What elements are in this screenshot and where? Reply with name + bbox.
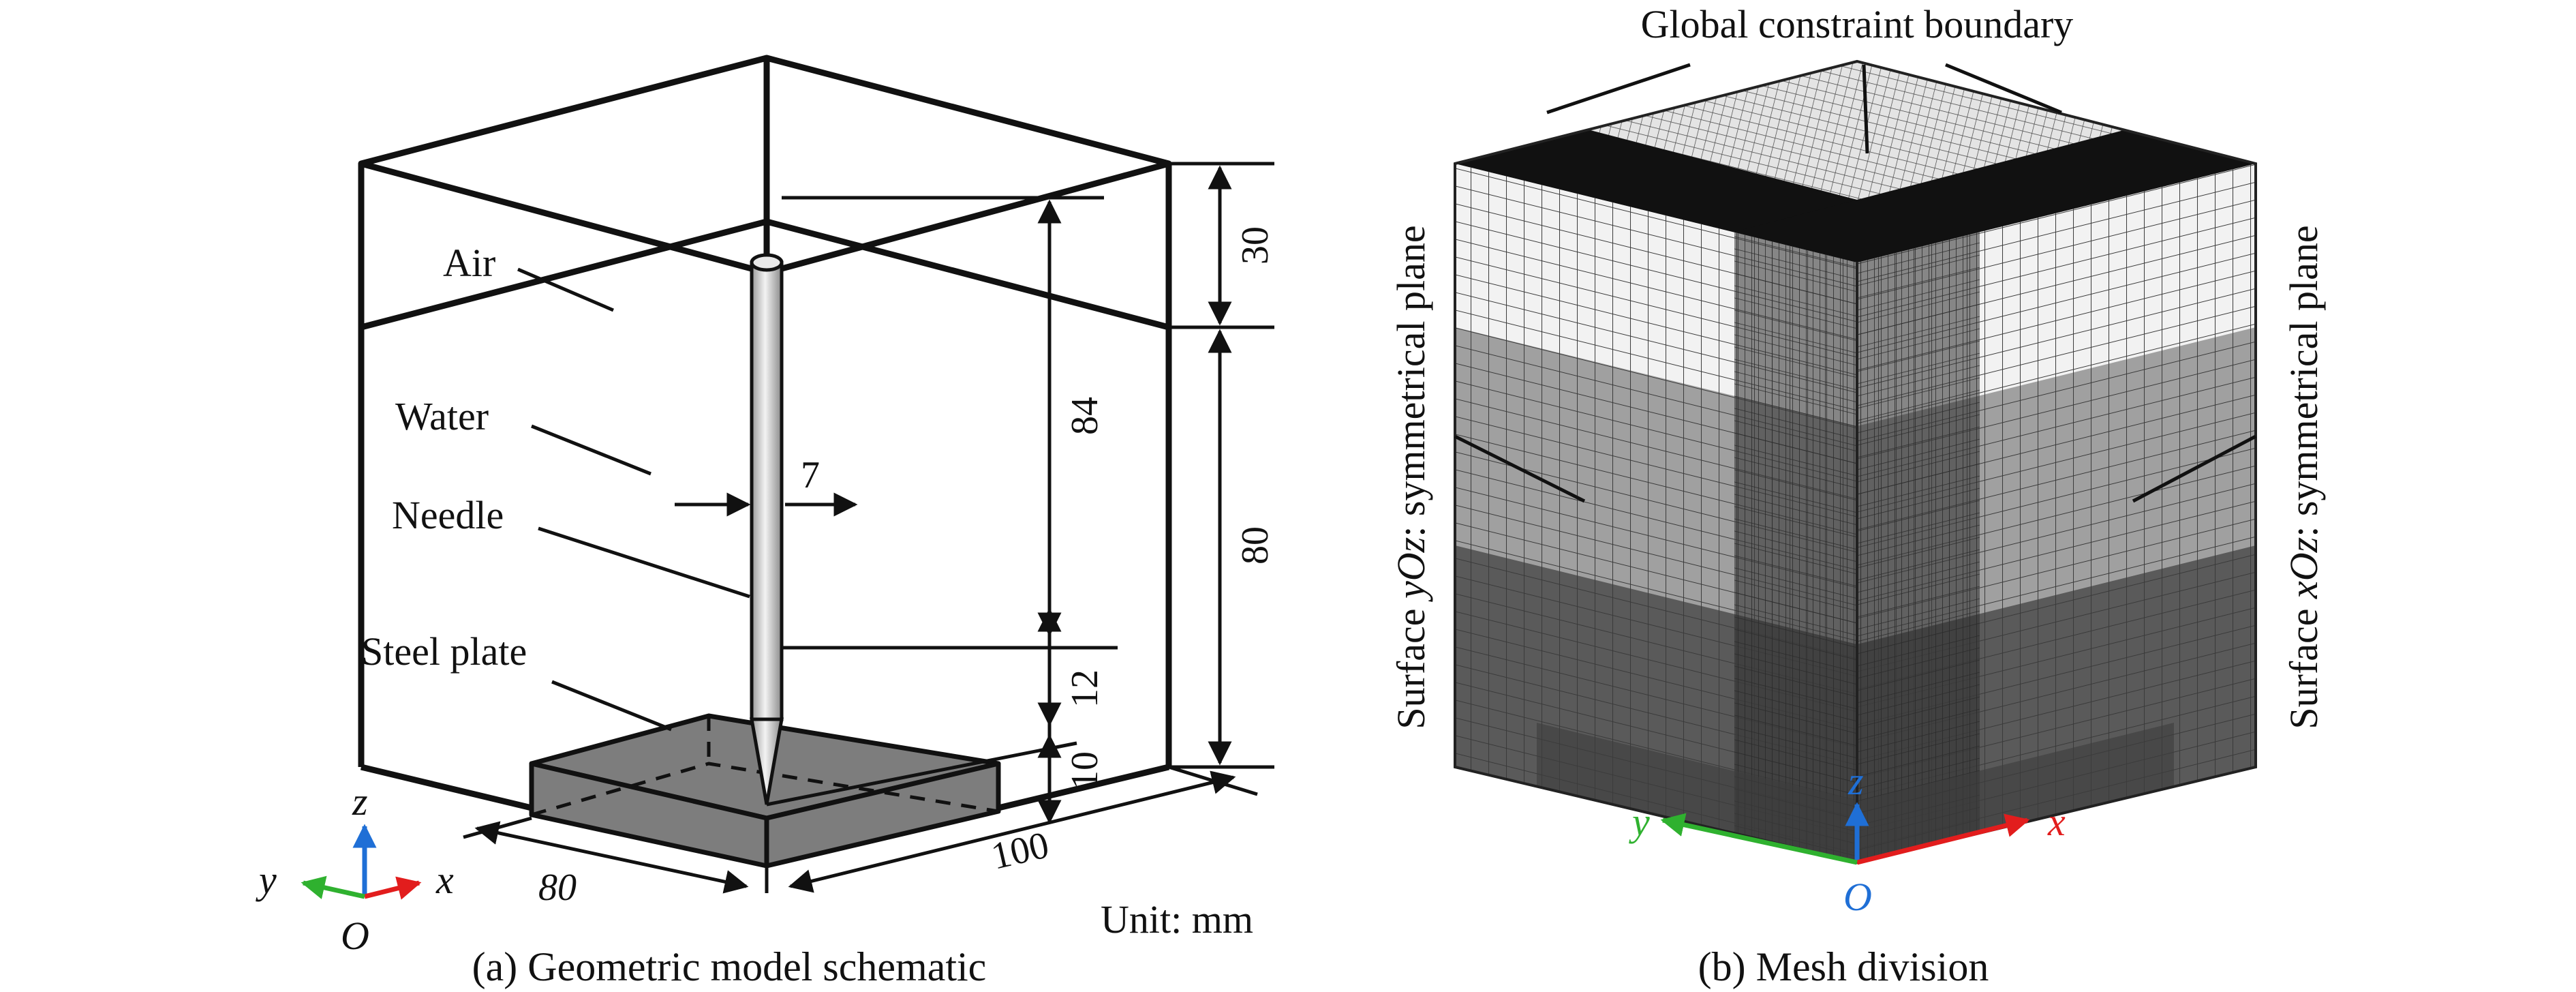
left-surface-prefix: Surface [1389,599,1433,730]
water-label: Water [395,394,489,438]
panel-a: 7 30 80 84 12 10 [256,55,1276,989]
vertical-dimensions [766,162,1274,824]
left-surface-label: Surface yOz: symmetrical plane [1389,225,1433,729]
top-boundary-label: Global constraint boundary [1641,2,2074,46]
horizontal-dimensions [463,765,1258,894]
mesh-leader-lines [1454,63,2257,503]
needle-height-label: 84 [1064,397,1106,435]
mesh-left-face [1455,164,1857,862]
axis-b-y-label: y [1629,800,1650,844]
plate-thickness-label: 10 [1064,751,1106,790]
right-surface-label: Surface xOz: symmetrical plane [2282,225,2326,729]
axis-a-origin-label: O [341,914,369,958]
needle-label: Needle [392,493,504,537]
mesh-top-face [1455,61,2256,262]
needle [750,253,784,805]
leader-lines [517,267,750,732]
right-surface-italic: xOz [2282,537,2326,599]
tip-gap-label: 12 [1064,670,1106,708]
air-label: Air [443,241,495,285]
right-surface-suffix: : symmetrical plane [2282,225,2326,537]
right-surface-prefix: Surface [2282,599,2326,730]
mesh-right-face [1857,164,2256,862]
unit-label: Unit: mm [1101,897,1253,942]
axis-b-z-label: z [1847,759,1864,803]
left-surface-suffix: : symmetrical plane [1389,225,1433,537]
axis-a-z-label: z [352,779,368,824]
left-surface-italic: yOz [1389,537,1433,602]
axis-b-origin-label: O [1843,875,1872,919]
axis-a-x-label: x [435,858,454,902]
water-height-label: 80 [1234,526,1276,565]
axis-triad-b [1660,802,2030,865]
caption-b: (b) Mesh division [1698,944,1989,989]
width-label: 100 [987,824,1053,877]
panel-b: Global constraint boundary Surface yOz: … [1389,2,2326,989]
mesh-outline [1454,59,2257,865]
axis-a-y-label: y [256,858,277,902]
needle-diameter-label: 7 [801,454,820,496]
air-height-label: 30 [1234,226,1276,265]
axis-b-x-label: x [2047,800,2066,844]
steel-plate-label: Steel plate [361,629,527,674]
caption-a: (a) Geometric model schematic [472,944,987,989]
axis-triad-a [301,824,422,900]
depth-label: 80 [538,867,577,909]
